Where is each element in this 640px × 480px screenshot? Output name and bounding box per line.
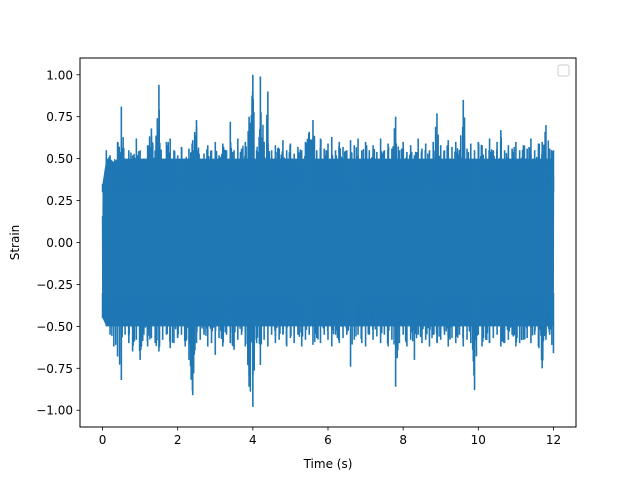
y-tick-label: 1.00 bbox=[46, 68, 73, 82]
y-tick-label: 0.50 bbox=[46, 152, 73, 166]
x-tick-label: 8 bbox=[399, 433, 407, 447]
x-tick-label: 2 bbox=[174, 433, 182, 447]
y-axis: −1.00 −0.75 −0.50 −0.25 0.00 0.25 0.50 0.75 1.00 bbox=[36, 68, 80, 418]
y-tick-label: −1.00 bbox=[36, 404, 73, 418]
y-tick-label: −0.50 bbox=[36, 320, 73, 334]
y-tick-label: −0.25 bbox=[36, 278, 73, 292]
x-tick-label: 6 bbox=[324, 433, 332, 447]
y-tick-label: 0.00 bbox=[46, 236, 73, 250]
series-layer bbox=[101, 74, 555, 407]
y-tick-label: 0.75 bbox=[46, 110, 73, 124]
x-axis: 0 2 4 6 8 10 12 bbox=[99, 427, 561, 447]
y-axis-label: Strain bbox=[8, 225, 22, 261]
x-tick-label: 10 bbox=[471, 433, 486, 447]
x-tick-label: 0 bbox=[99, 433, 107, 447]
legend-box bbox=[557, 64, 570, 77]
x-tick-label: 4 bbox=[249, 433, 257, 447]
x-tick-label: 12 bbox=[546, 433, 561, 447]
x-axis-label: Time (s) bbox=[303, 457, 353, 471]
y-tick-label: −0.75 bbox=[36, 362, 73, 376]
y-tick-label: 0.25 bbox=[46, 194, 73, 208]
